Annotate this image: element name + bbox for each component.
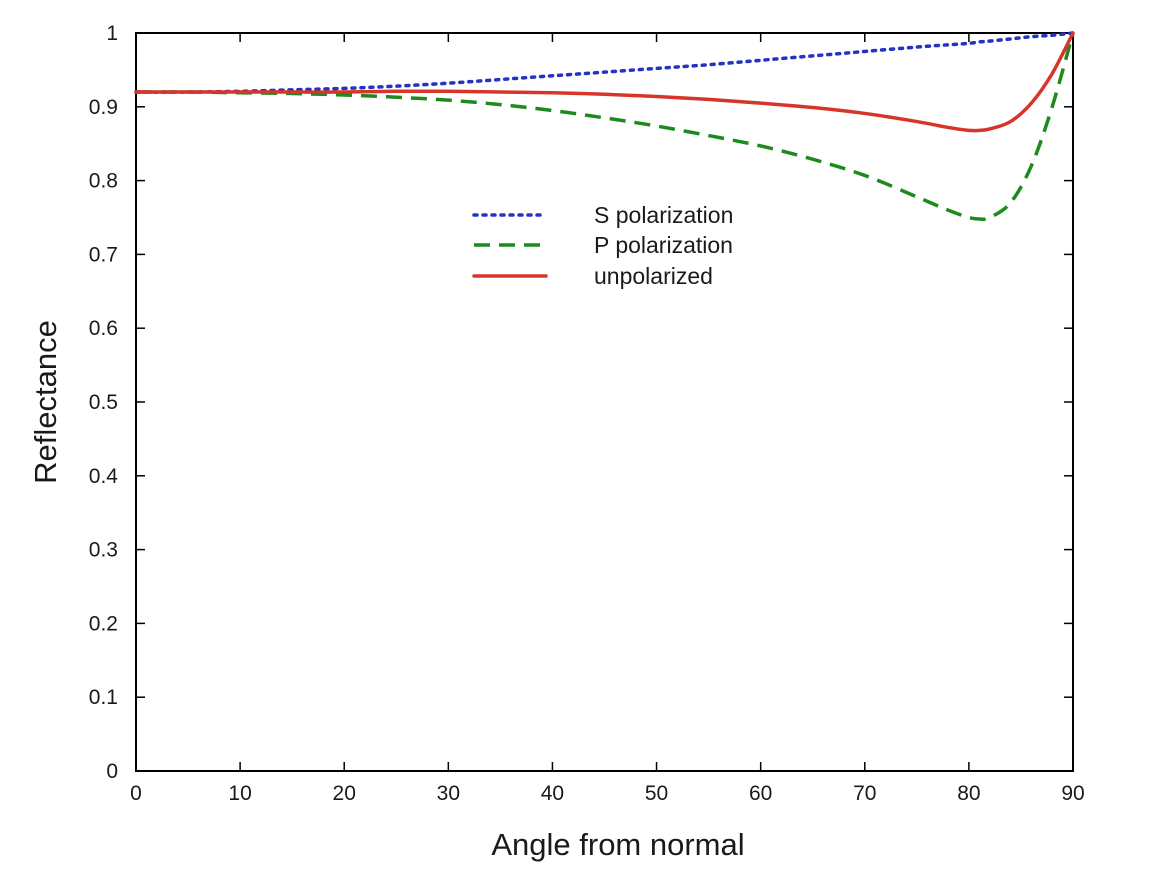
legend-item-p-polarization: P polarization: [474, 232, 733, 258]
x-tick-label: 40: [541, 782, 564, 805]
series-line-unpolarized: [134, 31, 1075, 133]
legend-label: S polarization: [594, 202, 733, 228]
legend: S polarization P polarization unpolarized: [472, 202, 733, 289]
legend-item-unpolarized: unpolarized: [472, 263, 713, 289]
series-line-p-polarization: [135, 32, 1075, 222]
x-tick-label: 10: [228, 782, 251, 805]
y-tick-label: 0.1: [89, 686, 118, 709]
x-tick-label: 70: [853, 782, 876, 805]
axis-ticks: [135, 32, 1074, 772]
y-tick-label: 1: [106, 22, 118, 45]
y-tick-label: 0: [106, 760, 118, 783]
legend-label: P polarization: [594, 232, 733, 258]
series-line-s-polarization: [134, 31, 1075, 94]
y-tick-label: 0.4: [89, 465, 119, 488]
legend-item-s-polarization: S polarization: [472, 202, 733, 228]
y-tick-label: 0.6: [89, 317, 118, 340]
y-axis-title: Reflectance: [28, 320, 63, 484]
y-tick-label: 0.8: [89, 170, 118, 193]
x-tick-label: 20: [333, 782, 356, 805]
x-tick-label: 0: [130, 782, 142, 805]
y-tick-label: 0.9: [89, 96, 118, 119]
axis-tick-labels: 0 10 20 30 40 50 60 70 80 90 0 0.1 0.2 0.3 0.4 0.5 0.6 0.…: [89, 22, 1085, 805]
y-tick-label: 0.3: [89, 539, 118, 562]
y-tick-label: 0.5: [89, 391, 118, 414]
legend-label: unpolarized: [594, 263, 713, 289]
plot-area-border: [135, 32, 1074, 772]
x-tick-label: 50: [645, 782, 668, 805]
x-axis-title: Angle from normal: [491, 827, 744, 862]
plot-frame: [135, 32, 1074, 772]
x-tick-label: 30: [437, 782, 460, 805]
x-tick-label: 60: [749, 782, 772, 805]
data-series: [134, 31, 1075, 222]
x-tick-label: 80: [957, 782, 980, 805]
y-tick-label: 0.7: [89, 243, 118, 266]
x-tick-label: 90: [1061, 782, 1084, 805]
y-tick-label: 0.2: [89, 612, 118, 635]
